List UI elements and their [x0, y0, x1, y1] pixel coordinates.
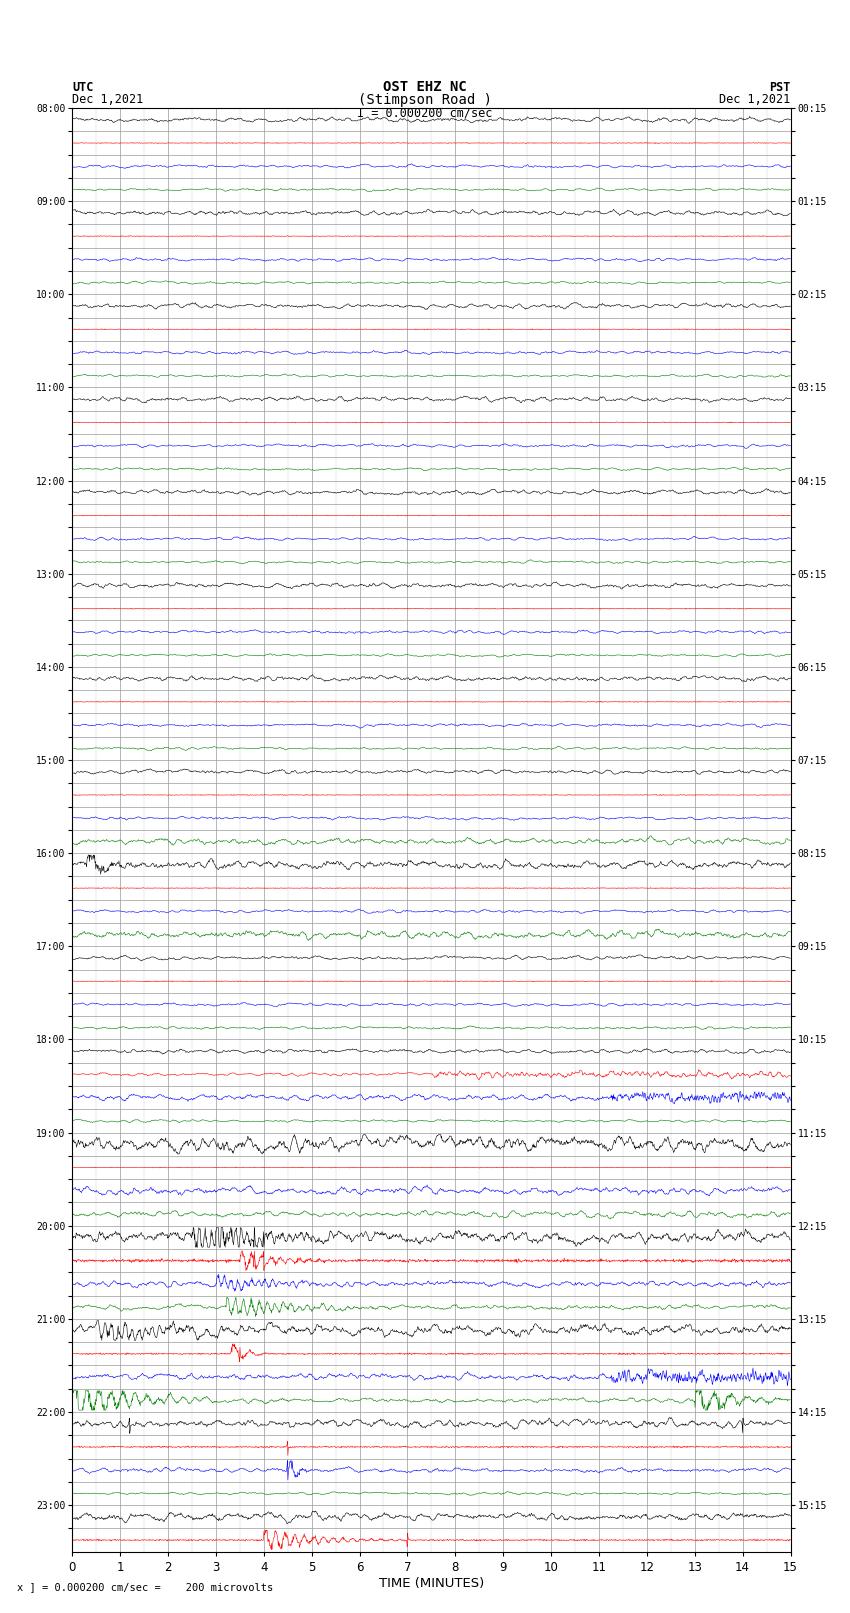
Text: PST: PST: [769, 81, 790, 94]
Text: OST EHZ NC: OST EHZ NC: [383, 81, 467, 94]
Text: Dec 1,2021: Dec 1,2021: [719, 94, 791, 106]
Text: Dec 1,2021: Dec 1,2021: [72, 94, 144, 106]
Text: (Stimpson Road ): (Stimpson Road ): [358, 94, 492, 106]
Text: x ] = 0.000200 cm/sec =    200 microvolts: x ] = 0.000200 cm/sec = 200 microvolts: [17, 1582, 273, 1592]
Text: UTC: UTC: [72, 81, 94, 94]
Text: I = 0.000200 cm/sec: I = 0.000200 cm/sec: [357, 106, 493, 119]
X-axis label: TIME (MINUTES): TIME (MINUTES): [379, 1576, 484, 1589]
